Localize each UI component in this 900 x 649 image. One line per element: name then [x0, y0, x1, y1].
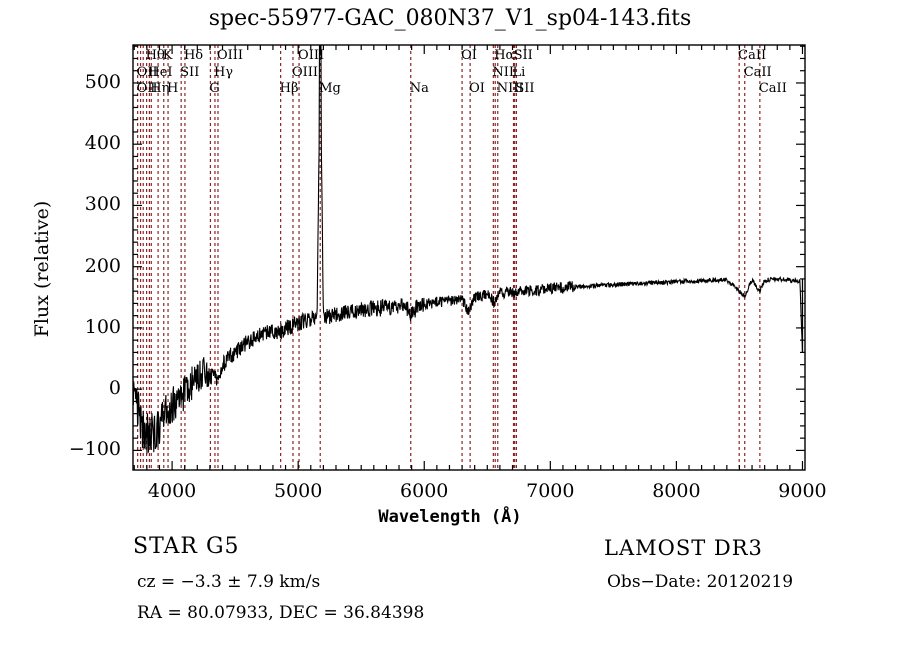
spectral-line-markers	[137, 45, 761, 470]
y-tick-label: 500	[84, 70, 121, 93]
spectral-line-label: OIII	[298, 48, 325, 63]
x-axis-label: Wavelength (Å)	[378, 507, 522, 527]
spectral-line-label: Hδ	[183, 48, 204, 63]
spectral-line-label: H	[167, 81, 179, 96]
spectral-line-label: Hθ	[145, 48, 165, 63]
spectral-line-label: Hγ	[213, 65, 234, 80]
spectral-line-label: NIII	[496, 81, 524, 96]
flux-trace	[132, 44, 805, 454]
x-tick-label: 9000	[778, 480, 827, 502]
y-tick-label: 200	[84, 254, 121, 277]
spectral-line-label: OIII	[291, 65, 319, 80]
observation-date: Obs−Date: 20120219	[607, 572, 794, 592]
x-tick-label: 7000	[526, 480, 575, 502]
y-tick-label: 300	[84, 193, 121, 216]
spectral-line-label: Mg	[319, 81, 341, 96]
redshift-velocity: cz = −3.3 ± 7.9 km/s	[137, 572, 321, 592]
y-tick-label: 0	[108, 377, 121, 400]
spectral-line-label: G	[209, 81, 220, 96]
spectral-line-label: OII	[136, 81, 158, 96]
y-tick-label: 400	[84, 132, 121, 155]
spectral-line-label: OI	[461, 48, 477, 63]
page-title: spec-55977-GAC_080N37_V1_sp04-143.fits	[208, 6, 692, 31]
spectral-line-label: Hβ	[279, 81, 299, 96]
spectral-line-label: SII	[180, 65, 200, 80]
spectral-line-label: NII	[492, 65, 514, 80]
y-tick-label: 100	[84, 315, 121, 338]
y-tick-label: −100	[68, 438, 121, 461]
x-tick-label: 5000	[273, 480, 323, 502]
spectral-line-label: Hα	[494, 48, 515, 63]
coordinates: RA = 80.07933, DEC = 36.84398	[137, 603, 425, 623]
plot-frame	[132, 44, 806, 471]
spectral-line-label: OII	[136, 65, 158, 80]
spectral-line-label: SII	[513, 48, 533, 63]
spectral-line-label: K	[162, 48, 173, 63]
x-tick-label: 4000	[147, 480, 197, 502]
spectral-line-label: Na	[409, 81, 429, 96]
spectral-line-label: OIII	[216, 48, 244, 63]
object-type: STAR G5	[133, 534, 240, 559]
survey-name: LAMOST DR3	[604, 536, 763, 560]
spectral-line-label: CaII	[743, 65, 772, 80]
spectral-line-label: Hη	[150, 81, 170, 96]
spectral-line-label: SII	[515, 81, 535, 96]
y-axis-label: Flux (relative)	[31, 200, 53, 338]
x-tick-label: 8000	[652, 480, 701, 502]
spectral-line-label: HeI	[148, 65, 173, 80]
spectral-line-label: Li	[512, 65, 526, 80]
spectral-line-label: OI	[469, 81, 485, 96]
spectral-line-label: CaII	[738, 48, 767, 63]
spectral-line-label: CaII	[758, 81, 787, 96]
x-tick-label: 6000	[400, 480, 449, 502]
